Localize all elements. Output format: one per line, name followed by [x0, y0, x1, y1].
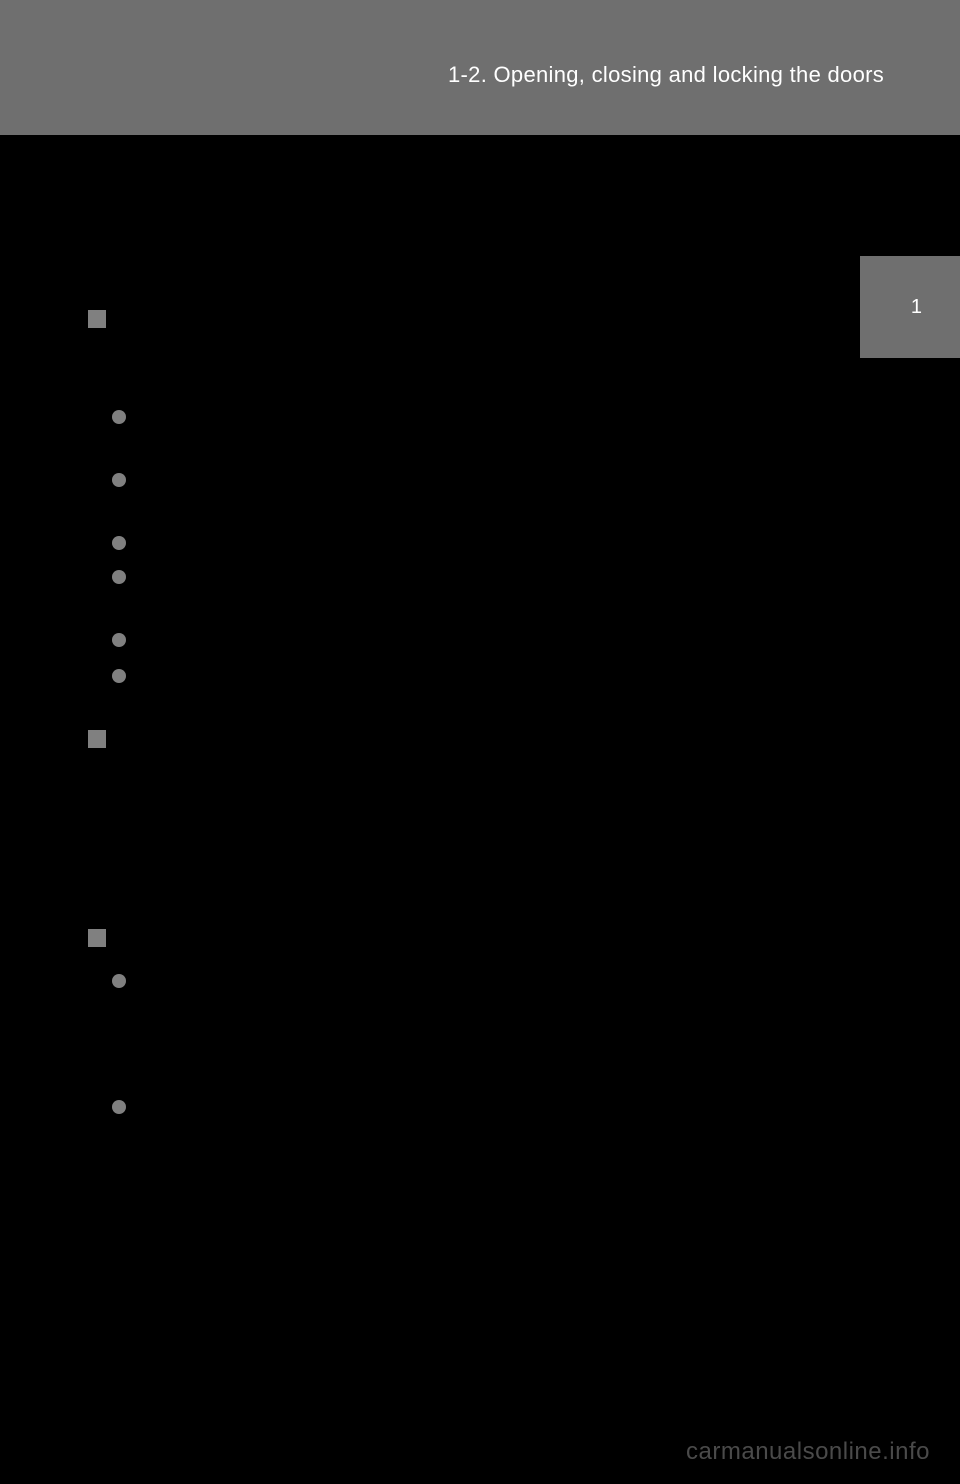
- watermark-text: carmanualsonline.info: [686, 1438, 930, 1466]
- list-bullet-icon: [112, 633, 126, 647]
- content-area: [0, 135, 960, 175]
- list-bullet-icon: [112, 974, 126, 988]
- section-bullet-icon: [88, 310, 106, 328]
- list-bullet-icon: [112, 410, 126, 424]
- list-bullet-icon: [112, 570, 126, 584]
- page-section-title: 1-2. Opening, closing and locking the do…: [448, 62, 884, 88]
- section-bullet-icon: [88, 929, 106, 947]
- list-bullet-icon: [112, 473, 126, 487]
- section-bullet-icon: [88, 730, 106, 748]
- side-tab-number: 1: [911, 296, 922, 319]
- list-bullet-icon: [112, 1100, 126, 1114]
- list-bullet-icon: [112, 536, 126, 550]
- header-band: 1-2. Opening, closing and locking the do…: [0, 0, 960, 135]
- side-tab: 1: [860, 256, 960, 358]
- list-bullet-icon: [112, 669, 126, 683]
